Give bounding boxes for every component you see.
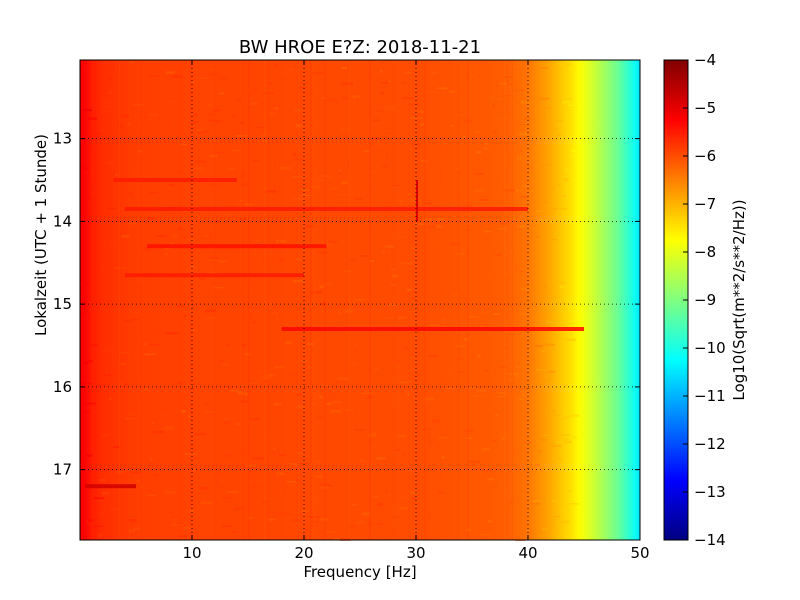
x-tick-label: 10: [182, 544, 201, 562]
x-axis: 10 20 30 40 50: [182, 60, 650, 562]
colorbar-tick-label: −10: [694, 339, 726, 357]
colorbar-tick-label: −14: [694, 531, 726, 549]
spectrogram-plot-area: [79, 59, 641, 541]
colorbar-tick-label: −5: [694, 99, 716, 117]
colorbar-tick-label: −4: [694, 51, 716, 69]
x-tick-label: 20: [294, 544, 313, 562]
colorbar-tick-label: −12: [694, 435, 726, 453]
colorbar-tick-label: −7: [694, 195, 716, 213]
y-tick-label: 16: [53, 378, 72, 396]
colorbar-tick-label: −9: [694, 291, 716, 309]
y-tick-label: 15: [53, 295, 72, 313]
energy-spike-0: [416, 180, 418, 222]
colorbar-gradient: [663, 59, 689, 541]
colorbar-tick-label: −13: [694, 483, 726, 501]
colorbar-tick-label: −11: [694, 387, 726, 405]
energy-band-1: [124, 207, 529, 211]
colorbar: −4 −5 −6 −7 −8 −9 −10 −11 −12 −13 −14: [663, 51, 726, 549]
energy-band-4: [281, 327, 584, 331]
y-axis-label: Lokalzeit (UTC + 1 Stunde): [32, 134, 50, 336]
x-tick-label: 40: [518, 544, 537, 562]
x-axis-label: Frequency [Hz]: [303, 563, 416, 581]
energy-band-0: [113, 178, 237, 182]
energy-band-3: [124, 273, 304, 278]
energy-band-2: [147, 244, 327, 249]
plot-frame: [79, 59, 641, 541]
y-tick-label: 17: [53, 461, 72, 479]
x-tick-label: 30: [406, 544, 425, 562]
y-axis: 13 14 15 16 17: [53, 130, 640, 479]
y-tick-label: 13: [53, 130, 72, 148]
chart-title: BW HROE E?Z: 2018-11-21: [239, 37, 481, 58]
colorbar-label: Log10(Sqrt(m**2/s**2/Hz)): [730, 199, 748, 400]
grid: [80, 60, 641, 540]
colorbar-tick-label: −6: [694, 147, 716, 165]
colorbar-tick-label: −8: [694, 243, 716, 261]
y-tick-label: 14: [53, 212, 72, 230]
x-tick-label: 50: [630, 544, 649, 562]
energy-band-5: [85, 484, 136, 489]
